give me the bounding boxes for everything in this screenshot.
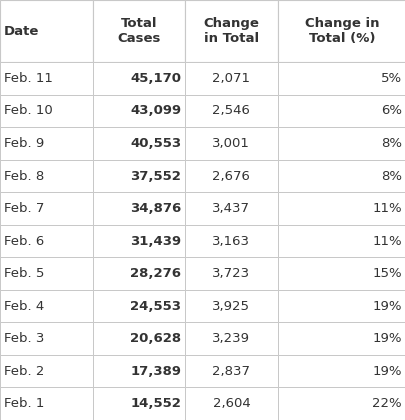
Text: 6%: 6% [380, 105, 401, 118]
Text: Feb. 5: Feb. 5 [4, 267, 44, 280]
Bar [277, 192, 405, 225]
Bar [0, 192, 92, 225]
Bar [185, 323, 277, 355]
Text: 37,552: 37,552 [130, 170, 181, 183]
Text: 3,001: 3,001 [212, 137, 250, 150]
Text: Feb. 7: Feb. 7 [4, 202, 44, 215]
Text: Feb. 8: Feb. 8 [4, 170, 44, 183]
Bar [92, 62, 185, 94]
Bar [185, 0, 277, 62]
Text: 2,676: 2,676 [212, 170, 250, 183]
Text: 22%: 22% [371, 397, 401, 410]
Bar [185, 62, 277, 94]
Bar [92, 192, 185, 225]
Bar [92, 388, 185, 420]
Bar [0, 0, 92, 62]
Bar [185, 388, 277, 420]
Bar [0, 355, 92, 388]
Bar [0, 388, 92, 420]
Bar [92, 355, 185, 388]
Bar [277, 62, 405, 94]
Bar [277, 355, 405, 388]
Text: Feb. 6: Feb. 6 [4, 235, 44, 247]
Bar [185, 225, 277, 257]
Text: 15%: 15% [371, 267, 401, 280]
Text: 20,628: 20,628 [130, 332, 181, 345]
Bar [0, 225, 92, 257]
Bar [92, 0, 185, 62]
Text: Feb. 4: Feb. 4 [4, 299, 44, 312]
Bar [0, 94, 92, 127]
Bar [0, 160, 92, 192]
Bar [185, 160, 277, 192]
Bar [185, 355, 277, 388]
Text: 8%: 8% [380, 170, 401, 183]
Bar [277, 0, 405, 62]
Bar [92, 127, 185, 160]
Text: Feb. 2: Feb. 2 [4, 365, 44, 378]
Bar [277, 160, 405, 192]
Text: Date: Date [4, 25, 39, 37]
Bar [277, 127, 405, 160]
Text: 34,876: 34,876 [130, 202, 181, 215]
Bar [92, 323, 185, 355]
Text: 3,239: 3,239 [212, 332, 250, 345]
Bar [277, 388, 405, 420]
Text: 8%: 8% [380, 137, 401, 150]
Text: 45,170: 45,170 [130, 72, 181, 85]
Text: Change
in Total: Change in Total [203, 17, 259, 45]
Bar [277, 225, 405, 257]
Bar [0, 127, 92, 160]
Bar [277, 257, 405, 290]
Text: 3,925: 3,925 [212, 299, 250, 312]
Bar [185, 290, 277, 323]
Text: 19%: 19% [371, 365, 401, 378]
Text: 3,163: 3,163 [212, 235, 250, 247]
Bar [185, 257, 277, 290]
Text: 5%: 5% [380, 72, 401, 85]
Text: 28,276: 28,276 [130, 267, 181, 280]
Text: 2,604: 2,604 [212, 397, 249, 410]
Bar [92, 94, 185, 127]
Text: 19%: 19% [371, 332, 401, 345]
Text: Change in
Total (%): Change in Total (%) [304, 17, 378, 45]
Bar [277, 323, 405, 355]
Text: 11%: 11% [371, 202, 401, 215]
Text: 31,439: 31,439 [130, 235, 181, 247]
Text: 24,553: 24,553 [130, 299, 181, 312]
Text: 11%: 11% [371, 235, 401, 247]
Text: 17,389: 17,389 [130, 365, 181, 378]
Bar [185, 192, 277, 225]
Bar [0, 62, 92, 94]
Bar [0, 257, 92, 290]
Bar [92, 257, 185, 290]
Text: Feb. 9: Feb. 9 [4, 137, 44, 150]
Bar [277, 94, 405, 127]
Bar [92, 225, 185, 257]
Bar [277, 290, 405, 323]
Text: 14,552: 14,552 [130, 397, 181, 410]
Text: 2,071: 2,071 [212, 72, 250, 85]
Text: 3,437: 3,437 [212, 202, 250, 215]
Text: Total
Cases: Total Cases [117, 17, 160, 45]
Bar [0, 290, 92, 323]
Text: 40,553: 40,553 [130, 137, 181, 150]
Text: 43,099: 43,099 [130, 105, 181, 118]
Bar [185, 127, 277, 160]
Bar [185, 94, 277, 127]
Text: 3,723: 3,723 [212, 267, 250, 280]
Bar [92, 160, 185, 192]
Bar [92, 290, 185, 323]
Text: Feb. 1: Feb. 1 [4, 397, 44, 410]
Text: Feb. 3: Feb. 3 [4, 332, 44, 345]
Bar [0, 323, 92, 355]
Text: 2,837: 2,837 [212, 365, 250, 378]
Text: 2,546: 2,546 [212, 105, 250, 118]
Text: Feb. 11: Feb. 11 [4, 72, 53, 85]
Text: 19%: 19% [371, 299, 401, 312]
Text: Feb. 10: Feb. 10 [4, 105, 53, 118]
